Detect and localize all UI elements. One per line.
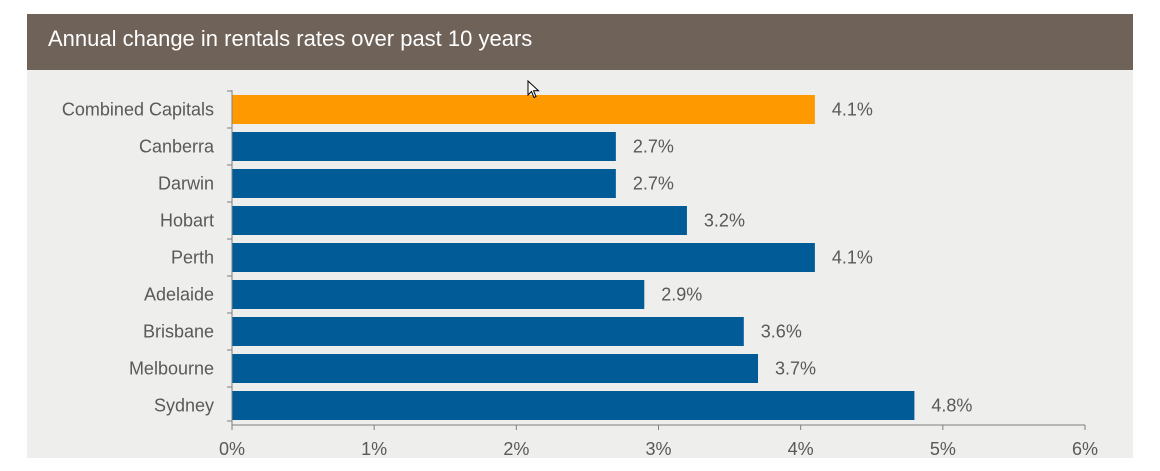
mouse-cursor-icon — [527, 80, 540, 99]
chart-slide: Annual change in rentals rates over past… — [27, 14, 1133, 458]
data-label: 4.8% — [931, 396, 972, 416]
category-label: Melbourne — [129, 359, 214, 379]
x-tick-label: 1% — [361, 439, 387, 459]
category-label: Brisbane — [143, 322, 214, 342]
x-tick-label: 2% — [503, 439, 529, 459]
x-axis: 0% 1% 2% 3% 4% 5% 6% — [219, 90, 1098, 459]
data-label: 4.1% — [832, 100, 873, 120]
data-label: 4.1% — [832, 248, 873, 268]
data-label: 2.9% — [661, 285, 702, 305]
bars-layer — [232, 95, 915, 420]
category-label: Perth — [171, 248, 214, 268]
data-label: 3.6% — [761, 322, 802, 342]
bar-adelaide — [232, 280, 645, 309]
data-label: 2.7% — [633, 137, 674, 157]
bar-sydney — [232, 391, 915, 420]
category-label: Adelaide — [144, 285, 214, 305]
data-label: 3.2% — [704, 211, 745, 231]
x-tick-label: 6% — [1072, 439, 1098, 459]
bar-combined-capitals — [232, 95, 815, 124]
x-tick-label: 4% — [788, 439, 814, 459]
chart-title: Annual change in rentals rates over past… — [48, 26, 533, 51]
bar-hobart — [232, 206, 687, 235]
bar-brisbane — [232, 317, 744, 346]
category-label: Sydney — [154, 396, 214, 416]
x-tick-label: 5% — [930, 439, 956, 459]
labels-layer: Combined Capitals 4.1% Canberra 2.7% Darwin 2… — [62, 100, 973, 416]
chart-header: Annual change in rentals rates over past… — [27, 14, 1133, 70]
bar-perth — [232, 243, 815, 272]
bar-canberra — [232, 132, 616, 161]
bar-darwin — [232, 169, 616, 198]
category-label: Hobart — [160, 211, 214, 231]
category-label: Darwin — [158, 174, 214, 194]
bar-melbourne — [232, 354, 759, 383]
x-tick-label: 3% — [645, 439, 671, 459]
category-label: Combined Capitals — [62, 100, 214, 120]
x-tick-label: 0% — [219, 439, 245, 459]
data-label: 2.7% — [633, 174, 674, 194]
category-label: Canberra — [139, 137, 215, 157]
data-label: 3.7% — [775, 359, 816, 379]
